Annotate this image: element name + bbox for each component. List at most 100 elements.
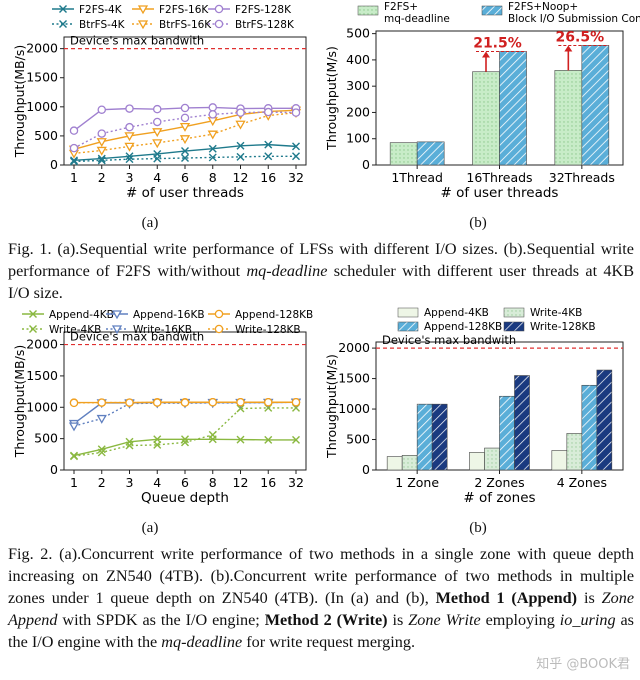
data-point — [179, 135, 191, 145]
y-axis-label: Throughput(MB/s) — [12, 345, 27, 458]
series-line-Write-128KB — [73, 401, 296, 404]
legend-label: Write-128KB — [530, 321, 596, 333]
bar-Append-4KB — [469, 452, 485, 471]
x-tick-label: 4 — [153, 475, 161, 490]
data-point — [97, 448, 106, 457]
fig2-io-uring: io_uring — [559, 611, 616, 629]
y-tick-label: 0 — [50, 157, 58, 172]
data-point — [96, 146, 107, 156]
data-point — [236, 141, 245, 150]
legend-label: Write-128KB — [235, 324, 301, 336]
legend-label: Append-128KB — [235, 309, 313, 321]
annotation-label: 21.5% — [473, 35, 522, 51]
legend-swatch — [503, 321, 525, 332]
fig2-zone-append: Zone Append — [8, 589, 634, 629]
data-point — [236, 398, 245, 407]
fig2b-chart: 0 500 1000 1500 2000 Throughput(M/s) # of zone… — [322, 305, 640, 515]
data-point — [236, 404, 245, 413]
data-point — [97, 398, 107, 407]
legend-label: F2FS+ — [384, 1, 418, 13]
legend-swatch — [357, 5, 379, 16]
legend-label: Write-4KB — [49, 324, 101, 336]
fig2-mq-deadline: mq-deadline — [161, 633, 243, 651]
fig1-caption: Fig. 1. (a).Sequential write performance… — [8, 238, 634, 304]
legend-marker — [137, 20, 149, 30]
data-point — [208, 144, 217, 153]
fig2-zone-write: Zone Write — [408, 611, 481, 629]
y-tick-label: 1000 — [26, 399, 58, 414]
data-point — [153, 154, 162, 163]
legend-label: Write-4KB — [530, 307, 582, 319]
legend-label: F2FS-4K — [79, 4, 123, 16]
x-tick-label: 16Threads — [466, 170, 532, 185]
data-point — [208, 153, 217, 162]
legend-marker — [214, 4, 224, 14]
x-axis-label: # of user threads — [126, 185, 244, 201]
data-point — [291, 398, 301, 407]
data-point — [152, 104, 162, 114]
data-point — [179, 122, 191, 132]
data-point — [181, 147, 189, 156]
legend-label: Block I/O Submission Control — [508, 13, 640, 25]
fig2-text-13: for write request merging. — [242, 633, 415, 651]
legend-marker — [214, 19, 224, 29]
legend-label: F2FS-128K — [235, 4, 292, 16]
data-point — [292, 435, 300, 444]
legend-marker — [214, 324, 224, 334]
y-axis-label: Throughput(M/s) — [324, 354, 339, 459]
x-tick-label: 32Threads — [549, 170, 615, 185]
legend-marker — [214, 309, 224, 319]
series-line-Write-4KB — [73, 407, 296, 457]
fig1b-subcaption: (b) — [469, 215, 487, 231]
x-axis-label: # of zones — [463, 490, 535, 506]
fig2-method2: Method 2 (Write) — [264, 611, 388, 629]
y-tick-label: 100 — [346, 131, 370, 146]
legend-marker — [29, 310, 37, 318]
data-point — [68, 422, 80, 432]
data-point — [153, 440, 162, 449]
x-tick-label: 16 — [260, 170, 276, 185]
bar-F2FS+Noop+-Block-I/O-Submission-Control — [416, 141, 445, 166]
bar-Append-4KB — [551, 450, 568, 471]
data-point — [125, 152, 134, 161]
data-point — [208, 103, 217, 112]
x-tick-label: 3 — [126, 170, 134, 185]
x-tick-label: 6 — [181, 475, 189, 490]
legend-label: Append-128KB — [424, 321, 502, 333]
y-tick-label: 2000 — [26, 41, 58, 56]
series-line-BtrFS-128K — [73, 111, 297, 149]
annotation-label: 26.5% — [556, 29, 605, 45]
y-tick-label: 0 — [362, 462, 370, 477]
data-point — [152, 128, 163, 138]
data-point — [97, 156, 106, 165]
legend-swatch — [481, 5, 503, 16]
data-point — [208, 110, 217, 119]
data-point — [125, 155, 134, 164]
annotation-arrowhead — [482, 51, 490, 58]
fig2-text-11: as the I/O engine with the — [8, 611, 634, 651]
fig1b-chart: 0 100 200 300 400 500 Throughput(M/s) # of user… — [322, 0, 640, 210]
max-bandwidth-label: Device's max bandwith — [70, 330, 204, 344]
fig2-method1: Method 1 (Append) — [435, 589, 578, 607]
bar-Write-4KB — [566, 433, 583, 471]
y-tick-label: 300 — [346, 78, 370, 93]
data-point — [70, 156, 78, 165]
annotation-arrowhead — [564, 45, 573, 52]
data-point — [180, 398, 190, 407]
legend-marker — [59, 5, 67, 13]
y-tick-label: 2000 — [26, 337, 58, 352]
y-tick-label: 500 — [346, 432, 370, 447]
y-tick-label: 200 — [346, 104, 370, 119]
fig2-text-3: is — [577, 589, 602, 607]
fig2a-chart: 0 500 1000 1500 2000 Throughput(MB/s) Queue de… — [0, 305, 320, 515]
data-point — [69, 126, 79, 135]
fig1-label: Fig. 1. — [8, 240, 52, 258]
legend-swatch — [397, 307, 419, 318]
x-tick-label: 1 — [70, 170, 78, 185]
y-tick-label: 500 — [34, 128, 58, 143]
legend-label: F2FS-16K — [159, 4, 209, 16]
x-tick-label: 16 — [260, 475, 276, 490]
x-tick-label: 4 Zones — [557, 475, 607, 490]
fig2-text-5: with SPDK as the I/O engine; — [57, 611, 265, 629]
